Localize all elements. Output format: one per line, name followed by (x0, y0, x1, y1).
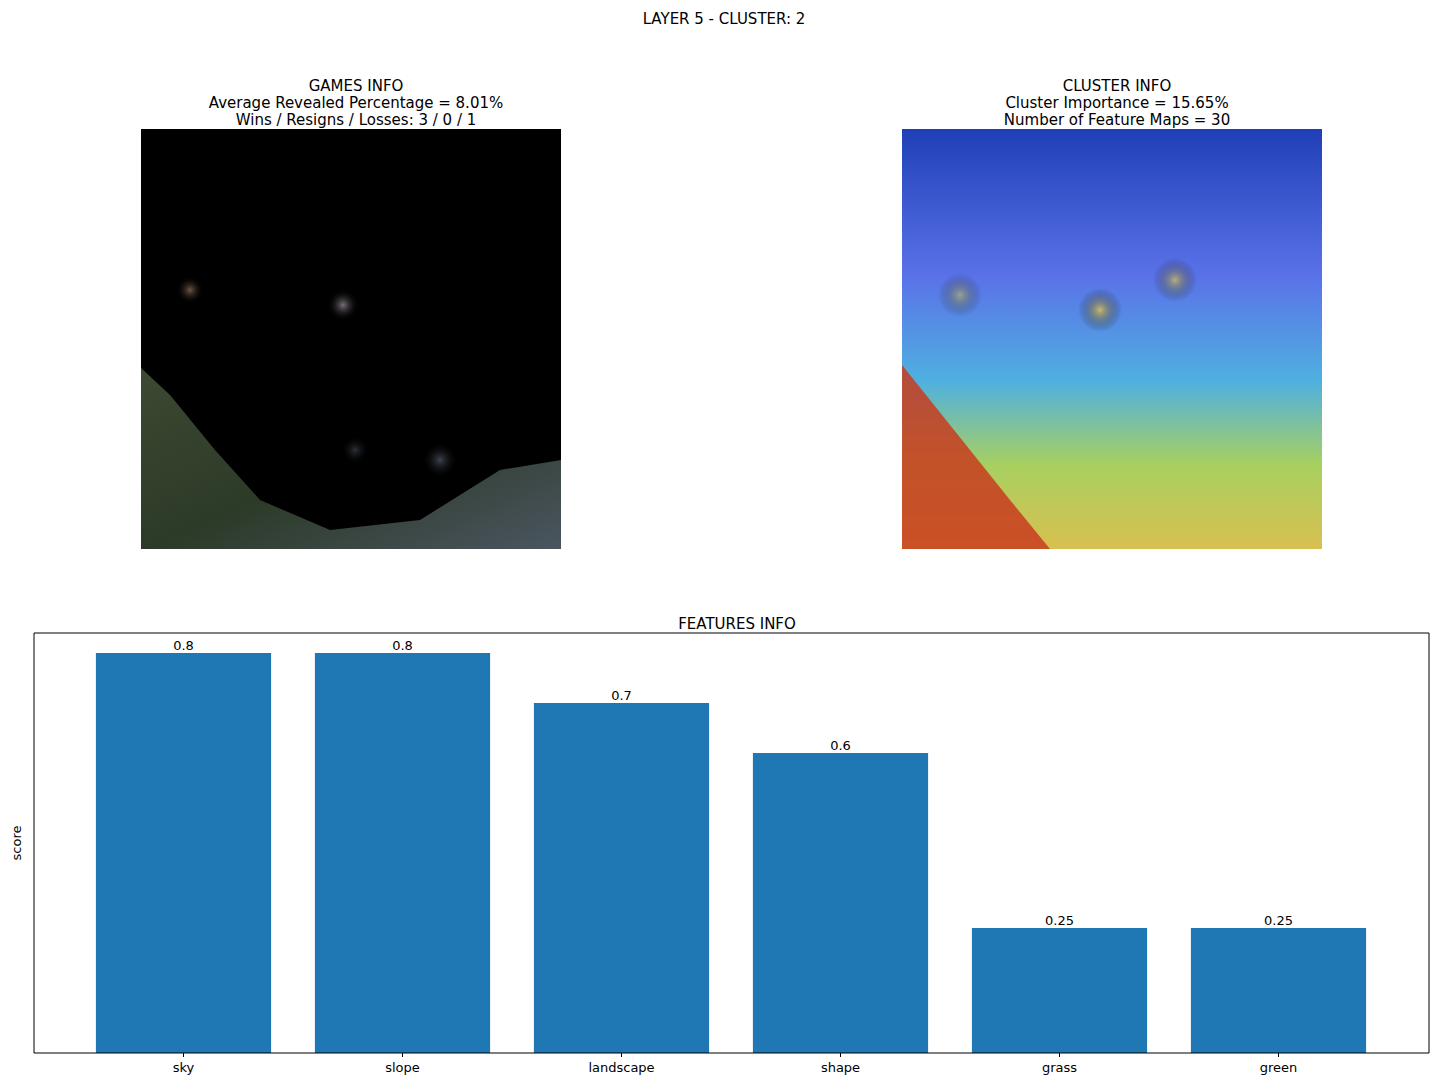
svg-text:slope: slope (385, 1060, 420, 1075)
svg-text:0.8: 0.8 (173, 638, 194, 653)
svg-text:CLUSTER INFO: CLUSTER INFO (1063, 77, 1172, 95)
svg-text:landscape: landscape (588, 1060, 654, 1075)
svg-text:Number of Feature Maps = 30: Number of Feature Maps = 30 (1004, 111, 1230, 129)
svg-text:FEATURES INFO: FEATURES INFO (678, 615, 796, 633)
svg-text:green: green (1260, 1060, 1298, 1075)
svg-text:LAYER 5 - CLUSTER: 2: LAYER 5 - CLUSTER: 2 (643, 10, 806, 28)
svg-text:0.7: 0.7 (611, 688, 632, 703)
svg-text:GAMES INFO: GAMES INFO (309, 77, 404, 95)
svg-text:0.8: 0.8 (392, 638, 413, 653)
svg-text:0.6: 0.6 (830, 738, 851, 753)
svg-text:Wins / Resigns / Losses: 3 / 0: Wins / Resigns / Losses: 3 / 0 / 1 (236, 111, 477, 129)
svg-text:shape: shape (821, 1060, 860, 1075)
svg-text:Average Revealed Percentage =: Average Revealed Percentage = 8.01% (209, 94, 503, 112)
svg-text:Cluster Importance = 15.65%: Cluster Importance = 15.65% (1005, 94, 1228, 112)
svg-text:0.25: 0.25 (1045, 913, 1074, 928)
svg-text:0.25: 0.25 (1264, 913, 1293, 928)
svg-text:score: score (9, 826, 24, 861)
svg-text:sky: sky (173, 1060, 195, 1075)
svg-text:grass: grass (1042, 1060, 1077, 1075)
